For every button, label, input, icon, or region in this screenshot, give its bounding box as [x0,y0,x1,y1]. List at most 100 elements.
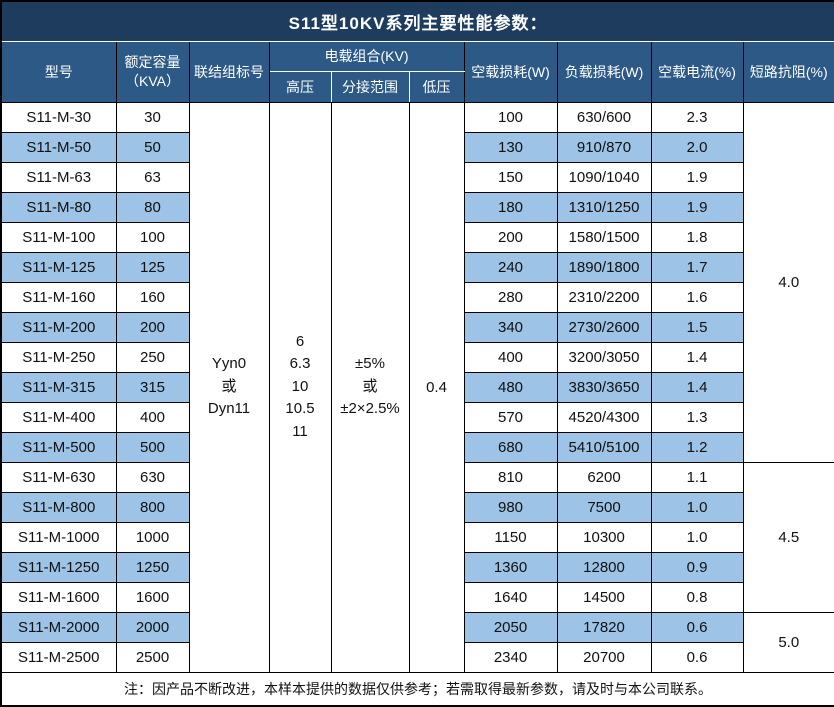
model-cell: S11-M-100 [0,221,117,253]
no-load-loss-cell: 1150 [463,521,558,553]
capacity-cell: 400 [115,401,190,433]
no-load-loss-cell: 570 [463,401,558,433]
col-header-model: 型号 [0,40,117,103]
capacity-cell: 80 [115,191,190,223]
load-loss-cell: 14500 [556,581,652,613]
load-loss-cell: 10300 [556,521,652,553]
no-load-loss-cell: 180 [463,191,558,223]
capacity-cell: 63 [115,161,190,193]
no-load-loss-cell: 980 [463,491,558,523]
model-cell: S11-M-250 [0,341,117,373]
no-load-loss-cell: 2050 [463,611,558,643]
no-load-loss-cell: 810 [463,461,558,493]
load-loss-cell: 630/600 [556,101,652,133]
footnote: 注：因产品不断改进，本样本提供的数据仅供参考；若需取得最新参数，请及时与本公司联… [0,671,834,707]
model-cell: S11-M-1250 [0,551,117,583]
capacity-cell: 250 [115,341,190,373]
load-loss-cell: 5410/5100 [556,431,652,463]
no-load-loss-cell: 340 [463,311,558,343]
load-loss-cell: 6200 [556,461,652,493]
no-load-loss-cell: 680 [463,431,558,463]
model-cell: S11-M-125 [0,251,117,283]
capacity-cell: 1600 [115,581,190,613]
col-header-impedance: 短路抗阻(%) [742,40,834,103]
load-loss-cell: 3200/3050 [556,341,652,373]
no-load-loss-cell: 280 [463,281,558,313]
impedance-cell: 4.5 [742,461,834,613]
table-row: S11-M-80 80 180 1310/1250 1.9 [0,191,834,223]
header-row-sub: 高压 分接范围 低压 [1,70,834,103]
no-load-current-cell: 1.0 [650,491,744,523]
no-load-loss-cell: 1360 [463,551,558,583]
no-load-current-cell: 1.6 [650,281,744,313]
col-header-load-loss: 负载损耗(W) [556,40,652,103]
table-row: S11-M-800 800 980 7500 1.0 [0,491,834,523]
no-load-loss-cell: 150 [463,161,558,193]
footnote-row: 注：因产品不断改进，本样本提供的数据仅供参考；若需取得最新参数，请及时与本公司联… [0,671,834,707]
model-cell: S11-M-1600 [0,581,117,613]
lv-cell: 0.4 [408,101,465,673]
model-cell: S11-M-50 [0,131,117,163]
capacity-cell: 125 [115,251,190,283]
model-cell: S11-M-1000 [0,521,117,553]
model-cell: S11-M-800 [0,491,117,523]
no-load-current-cell: 1.9 [650,191,744,223]
no-load-loss-cell: 200 [463,221,558,253]
table-row: S11-M-125 125 240 1890/1800 1.7 [0,251,834,283]
load-loss-cell: 910/870 [556,131,652,163]
capacity-cell: 2500 [115,641,190,673]
no-load-loss-cell: 130 [463,131,558,163]
no-load-current-cell: 1.3 [650,401,744,433]
table-row: S11-M-315 315 480 3830/3650 1.4 [0,371,834,403]
table-body: S11-M-30 30 Yyn0 或 Dyn11 6 6.3 10 10.5 11 ±5… [0,101,834,673]
no-load-current-cell: 1.4 [650,371,744,403]
col-header-hv: 高压 [268,70,332,103]
table-row: S11-M-1600 1600 1640 14500 0.8 [0,581,834,613]
table-row: S11-M-2000 2000 2050 17820 0.6 5.0 [0,611,834,673]
no-load-current-cell: 1.9 [650,161,744,193]
no-load-current-cell: 0.6 [650,611,744,643]
capacity-cell: 2000 [115,611,190,643]
table-row: S11-M-100 100 200 1580/1500 1.8 [0,221,834,253]
capacity-cell: 160 [115,281,190,313]
load-loss-cell: 1890/1800 [556,251,652,283]
model-cell: S11-M-200 [0,311,117,343]
col-header-lv: 低压 [408,70,465,103]
no-load-current-cell: 1.7 [650,251,744,283]
load-loss-cell: 2310/2200 [556,281,652,313]
model-cell: S11-M-2500 [0,641,117,673]
table-row: S11-M-2500 2500 2340 20700 0.6 [0,641,834,673]
capacity-cell: 30 [115,101,190,133]
col-header-voltage-group: 电载组合(KV) [268,40,465,72]
table-row: S11-M-50 50 130 910/870 2.0 [0,131,834,163]
no-load-current-cell: 2.0 [650,131,744,163]
table-row: S11-M-1250 1250 1360 12800 0.9 [0,551,834,583]
load-loss-cell: 4520/4300 [556,401,652,433]
table-row: S11-M-160 160 280 2310/2200 1.6 [0,281,834,313]
table-row: S11-M-200 200 340 2730/2600 1.5 [0,311,834,343]
capacity-cell: 50 [115,131,190,163]
capacity-cell: 1250 [115,551,190,583]
no-load-loss-cell: 240 [463,251,558,283]
no-load-current-cell: 2.3 [650,101,744,133]
no-load-loss-cell: 1640 [463,581,558,613]
model-cell: S11-M-30 [0,101,117,133]
tap-range-cell: ±5% 或 ±2×2.5% [330,101,410,673]
model-cell: S11-M-160 [0,281,117,313]
no-load-current-cell: 1.2 [650,431,744,463]
no-load-current-cell: 1.4 [650,341,744,373]
capacity-cell: 630 [115,461,190,493]
load-loss-cell: 3830/3650 [556,371,652,403]
no-load-current-cell: 0.9 [650,551,744,583]
no-load-loss-cell: 400 [463,341,558,373]
model-cell: S11-M-630 [0,461,117,493]
load-loss-cell: 2730/2600 [556,311,652,343]
table-row: S11-M-400 400 570 4520/4300 1.3 [0,401,834,433]
no-load-current-cell: 0.6 [650,641,744,673]
model-cell: S11-M-400 [0,401,117,433]
table-row: S11-M-500 500 680 5410/5100 1.2 [0,431,834,463]
col-header-no-load-loss: 空载损耗(W) [463,40,558,103]
model-cell: S11-M-80 [0,191,117,223]
no-load-current-cell: 0.8 [650,581,744,613]
